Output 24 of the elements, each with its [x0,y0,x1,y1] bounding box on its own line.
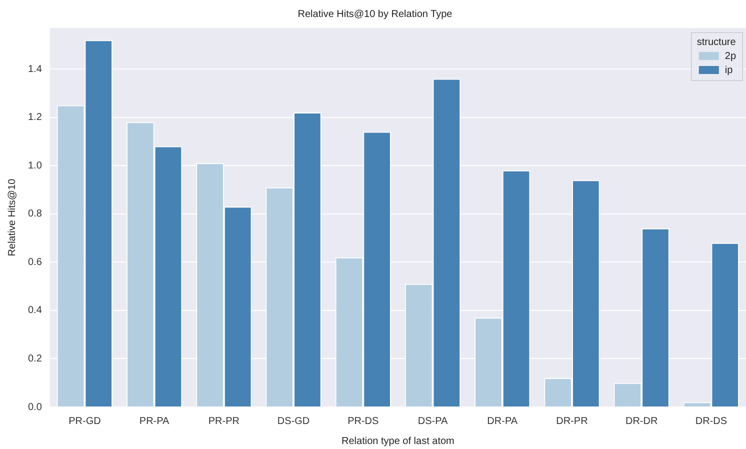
x-tick-label: PR-PR [208,416,240,427]
chart-title: Relative Hits@10 by Relation Type [298,8,453,20]
y-tick-label: 0.2 [28,353,42,364]
y-tick-label: 0.4 [28,305,42,316]
x-tick-label: DR-DS [695,416,728,427]
x-tick-label: PR-GD [68,416,101,427]
x-tick-label: DS-PA [418,416,448,427]
x-tick-label: PR-DS [348,416,380,427]
y-tick-label: 1.4 [28,64,42,75]
x-tick-label: DR-DR [625,416,658,427]
legend-label: ip [724,64,734,76]
legend-title: structure [696,36,736,48]
y-tick-label: 0.8 [28,208,42,220]
x-tick-label: DR-PA [487,416,518,427]
x-tick-label: DR-PR [556,416,588,427]
x-axis-title: Relation type of last atom [342,436,454,447]
y-tick-label: 1.0 [28,160,42,172]
y-axis-title: Relative Hits@10 [6,178,18,256]
legend-label: 2p [724,50,736,62]
y-tick-label: 0.0 [28,402,42,413]
y-tick-label: 0.6 [28,256,42,268]
x-tick-label: PR-PA [139,416,170,427]
x-tick-label: DS-GD [277,416,310,427]
y-tick-label: 1.2 [28,112,42,124]
